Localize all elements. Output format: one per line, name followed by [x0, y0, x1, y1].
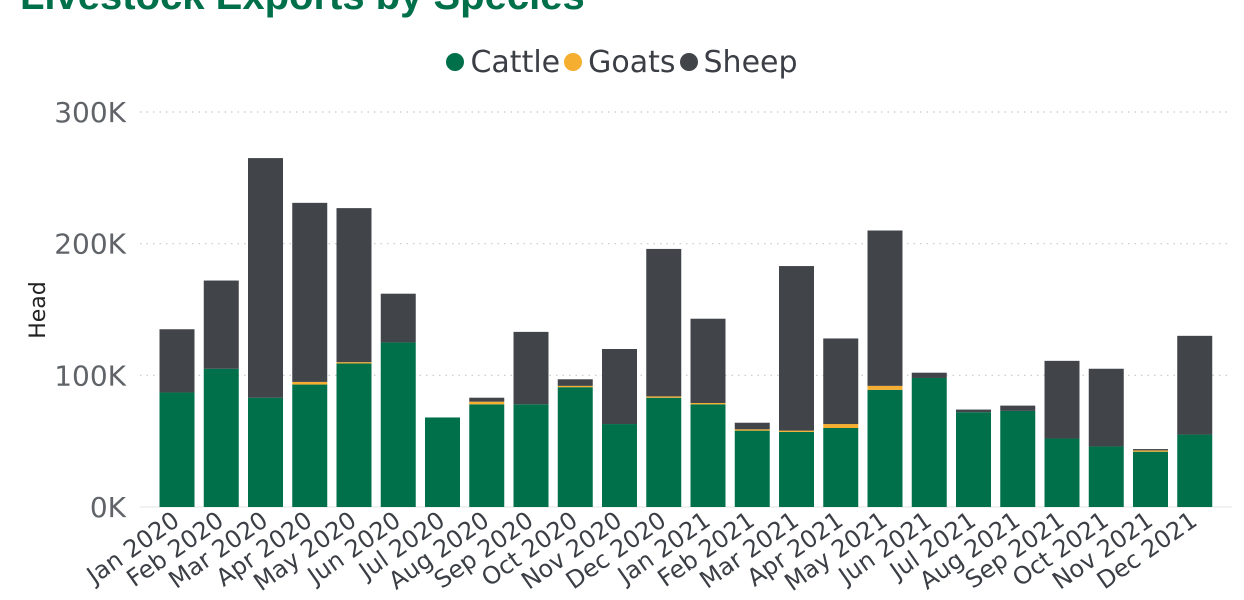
bar-sheep-feb-2021 — [734, 422, 770, 430]
bar-sheep-mar-2020 — [248, 158, 283, 398]
bar-goats-apr-2021 — [823, 424, 859, 428]
y-tick-label-3: 300K — [54, 96, 126, 129]
bar-sheep-oct-2020 — [557, 379, 593, 386]
bar-cattle-sep-2020 — [513, 404, 549, 507]
legend-marker-cattle — [446, 53, 465, 71]
y-axis-label: Head — [26, 281, 51, 339]
bar-sheep-sep-2021 — [1044, 360, 1080, 439]
bar-cattle-may-2021 — [867, 389, 903, 507]
bar-sheep-dec-2020 — [646, 248, 682, 397]
bar-sheep-aug-2021 — [1000, 405, 1036, 411]
bar-cattle-jul-2021 — [956, 412, 991, 507]
bar-cattle-feb-2021 — [734, 430, 770, 507]
bar-cattle-sep-2021 — [1044, 438, 1080, 507]
bar-cattle-jun-2020 — [380, 342, 416, 507]
legend-item-cattle[interactable]: Cattle — [446, 45, 560, 80]
bar-goats-mar-2021 — [779, 430, 814, 432]
bar-goats-may-2021 — [867, 385, 903, 390]
bar-sheep-jan-2021 — [690, 318, 726, 403]
bar-sheep-aug-2020 — [469, 397, 505, 402]
bar-sheep-nov-2021 — [1133, 449, 1168, 451]
bar-goats-jan-2021 — [690, 402, 726, 405]
bar-sheep-sep-2020 — [513, 331, 549, 405]
bar-goats-nov-2021 — [1133, 450, 1168, 452]
chart-title: Livestock Exports by Species — [20, 0, 585, 19]
bar-cattle-dec-2020 — [646, 397, 682, 507]
y-tick-label-1: 100K — [54, 359, 126, 392]
bar-cattle-jan-2021 — [690, 404, 726, 507]
bar-sheep-apr-2021 — [823, 338, 859, 425]
bar-cattle-dec-2021 — [1177, 434, 1213, 507]
bar-sheep-may-2020 — [336, 208, 372, 363]
bar-cattle-feb-2020 — [203, 368, 239, 507]
legend-item-sheep[interactable]: Sheep — [679, 44, 798, 80]
bar-goats-aug-2020 — [469, 401, 505, 405]
bar-sheep-jul-2021 — [956, 409, 991, 413]
bar-cattle-aug-2020 — [469, 404, 505, 507]
bar-sheep-oct-2021 — [1088, 368, 1124, 447]
bar-sheep-may-2021 — [867, 230, 903, 386]
legend-label-sheep: Sheep — [703, 44, 798, 80]
bar-sheep-apr-2020 — [292, 202, 328, 382]
bar-cattle-apr-2021 — [823, 428, 859, 507]
bar-cattle-oct-2021 — [1088, 446, 1124, 507]
bar-sheep-jun-2020 — [380, 293, 416, 343]
bar-cattle-may-2020 — [336, 363, 372, 507]
bar-sheep-mar-2021 — [779, 266, 814, 431]
bar-sheep-dec-2021 — [1177, 335, 1213, 435]
y-tick-label-2: 200K — [54, 228, 126, 261]
legend-label-cattle: Cattle — [470, 44, 561, 80]
bar-sheep-feb-2020 — [203, 280, 239, 369]
bar-cattle-mar-2020 — [248, 397, 283, 507]
legend: Cattle Goats Sheep — [0, 44, 1244, 80]
bar-goats-feb-2021 — [734, 429, 770, 431]
bar-cattle-nov-2021 — [1133, 451, 1168, 507]
bar-cattle-aug-2021 — [1000, 410, 1036, 507]
legend-label-goats: Goats — [588, 44, 676, 80]
legend-marker-sheep — [679, 53, 698, 71]
bar-cattle-apr-2020 — [292, 384, 328, 507]
y-tick-label-0: 0K — [90, 491, 127, 524]
legend-marker-goats — [564, 53, 583, 71]
bar-sheep-jan-2020 — [159, 329, 195, 393]
bar-goats-dec-2020 — [646, 396, 682, 398]
bar-cattle-jun-2021 — [911, 377, 947, 507]
bar-cattle-nov-2020 — [602, 424, 637, 507]
bar-sheep-jun-2021 — [911, 372, 947, 378]
bar-cattle-mar-2021 — [779, 431, 814, 507]
bar-cattle-jul-2020 — [425, 417, 460, 507]
legend-item-goats[interactable]: Goats — [564, 44, 676, 80]
bar-goats-may-2020 — [336, 362, 372, 364]
bar-goats-apr-2020 — [292, 381, 328, 385]
bar-goats-oct-2020 — [557, 385, 593, 388]
bar-sheep-nov-2020 — [602, 349, 637, 425]
bar-cattle-jan-2020 — [159, 392, 195, 507]
bar-cattle-oct-2020 — [557, 387, 593, 507]
